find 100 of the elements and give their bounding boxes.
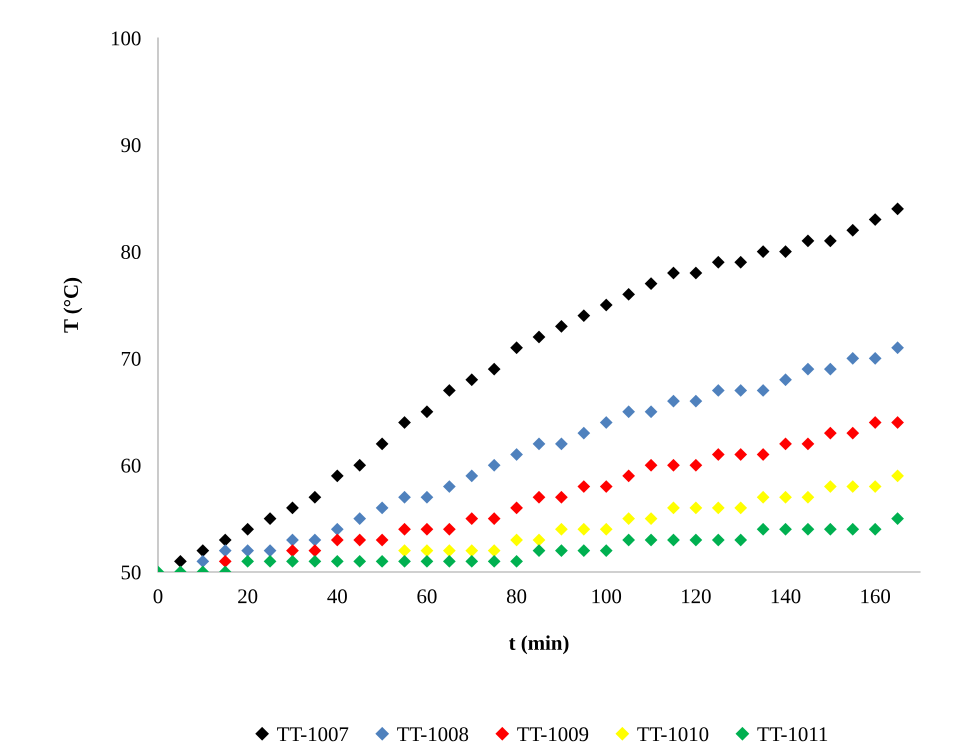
point — [577, 426, 590, 440]
point — [891, 202, 904, 216]
point — [442, 384, 456, 397]
x-tick-label: 60 — [417, 589, 437, 604]
point — [420, 544, 434, 558]
x-tick-label: 0 — [154, 589, 162, 604]
point — [555, 490, 568, 504]
point — [264, 544, 276, 558]
point — [420, 554, 434, 568]
point — [353, 458, 366, 472]
point — [488, 512, 501, 525]
point — [577, 480, 590, 493]
point — [532, 330, 546, 344]
point — [330, 522, 344, 536]
point — [622, 534, 636, 546]
point — [532, 490, 546, 504]
point — [510, 534, 523, 546]
point — [398, 544, 411, 558]
point — [264, 512, 276, 525]
point — [532, 534, 546, 546]
point — [465, 470, 478, 482]
point — [644, 277, 658, 290]
point — [756, 245, 770, 258]
y-axis-title: T (°C) — [63, 278, 82, 333]
point — [868, 522, 882, 536]
point — [510, 502, 523, 514]
point — [779, 373, 792, 386]
point — [868, 416, 882, 429]
point — [734, 448, 748, 461]
y-tick-label: 70 — [122, 352, 141, 366]
point — [353, 512, 366, 525]
point — [734, 534, 748, 546]
point — [488, 362, 501, 376]
point — [241, 544, 254, 558]
point — [846, 480, 860, 493]
point — [690, 534, 702, 546]
point — [555, 320, 568, 333]
point — [779, 245, 792, 258]
point — [891, 470, 904, 482]
point — [376, 502, 388, 514]
point — [488, 458, 501, 472]
point — [442, 544, 456, 558]
point — [398, 416, 411, 429]
point — [532, 544, 546, 558]
point — [286, 544, 299, 558]
point — [196, 544, 210, 558]
y-tick-label: 80 — [121, 244, 141, 260]
point — [286, 534, 299, 546]
point — [868, 213, 882, 226]
point — [532, 437, 546, 450]
legend-label: TT-1009 — [517, 727, 588, 742]
point — [644, 534, 658, 546]
point — [690, 266, 702, 280]
x-tick-label: 20 — [238, 589, 258, 604]
point — [622, 470, 636, 482]
point — [286, 502, 299, 514]
point — [488, 544, 501, 558]
point — [802, 437, 814, 450]
point — [218, 554, 232, 568]
point — [690, 502, 702, 514]
point — [756, 384, 770, 397]
point — [622, 512, 636, 525]
point — [824, 234, 837, 248]
y-tick-label: 100 — [112, 31, 141, 46]
point — [600, 416, 613, 429]
point — [868, 352, 882, 365]
point — [465, 554, 478, 568]
point — [802, 362, 814, 376]
point — [577, 309, 590, 322]
legend-label: TT-1011 — [757, 727, 828, 742]
point — [891, 512, 904, 525]
point — [465, 544, 478, 558]
point — [667, 534, 680, 546]
point — [824, 426, 837, 440]
point — [667, 502, 680, 514]
point — [442, 554, 456, 568]
point — [868, 480, 882, 493]
point — [824, 522, 837, 536]
point — [330, 554, 344, 568]
point — [174, 554, 187, 568]
point — [600, 298, 613, 312]
x-tick-label: 160 — [861, 589, 890, 604]
point — [308, 534, 322, 546]
point — [218, 544, 232, 558]
point — [712, 448, 725, 461]
x-axis-title: t (min) — [508, 635, 568, 654]
point — [622, 288, 636, 301]
point — [308, 554, 322, 568]
point — [577, 544, 590, 558]
point — [600, 522, 613, 536]
point — [308, 544, 322, 558]
point — [241, 554, 254, 568]
point — [353, 534, 366, 546]
point — [353, 554, 366, 568]
point — [398, 554, 411, 568]
point — [734, 256, 748, 269]
point — [802, 234, 814, 248]
point — [398, 522, 411, 536]
point — [330, 470, 344, 482]
x-tick-label: 100 — [592, 589, 622, 604]
